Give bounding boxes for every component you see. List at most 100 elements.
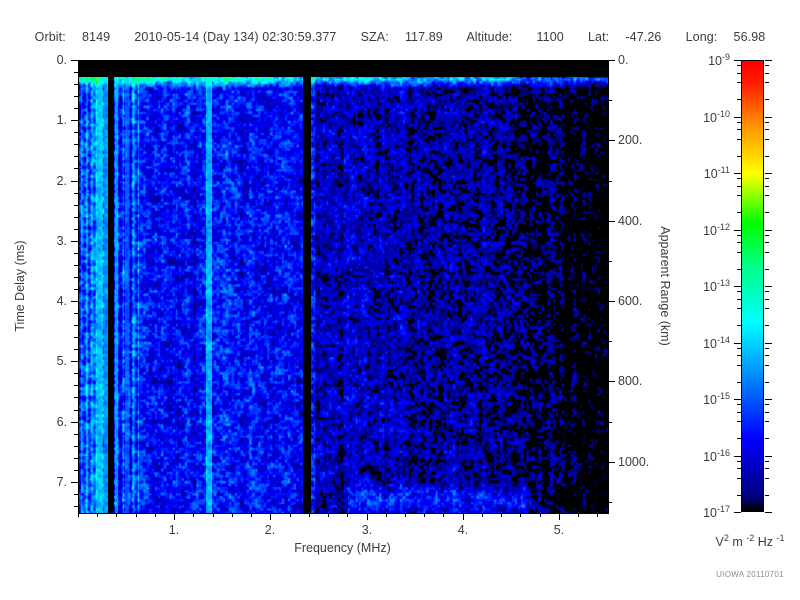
y2-axis-tick-label: 600. (618, 294, 643, 308)
colorbar-major-tick-right (765, 286, 772, 287)
colorbar-major-tick (734, 60, 741, 61)
y-axis-tick-label: 3. (56, 234, 67, 248)
colorbar-minor-tick-right (765, 82, 769, 83)
colorbar-minor-tick-right (765, 178, 769, 179)
y-axis-tick-label: 7. (56, 475, 67, 489)
colorbar-minor-tick-right (765, 461, 769, 462)
colorbar-minor-tick-right (765, 269, 769, 270)
colorbar-major-tick-right (765, 60, 772, 61)
colorbar-minor-tick-right (765, 186, 769, 187)
colorbar-minor-tick-right (765, 242, 769, 243)
x-axis-major-tick (270, 513, 271, 520)
longitude-label: Long: (685, 30, 718, 44)
x-axis-tick-label: 2. (264, 523, 276, 537)
colorbar-tick-label: 10-12 (703, 221, 730, 239)
y2-axis-tick-label: 400. (618, 214, 643, 228)
colorbar-minor-tick-right (765, 156, 769, 157)
colorbar-major-tick (734, 117, 741, 118)
latitude-label: Lat: (587, 30, 610, 44)
colorbar-major-tick-right (765, 399, 772, 400)
colorbar-minor-tick-right (765, 421, 769, 422)
x-axis-tick-label: 1. (168, 523, 180, 537)
ionogram-spectrogram-plot (78, 60, 609, 514)
colorbar-major-tick-right (765, 117, 772, 118)
colorbar-minor-tick-right (765, 438, 769, 439)
y-axis-major-tick (71, 422, 78, 423)
y2-axis-tick-label: 0. (618, 53, 629, 67)
colorbar-major-tick-right (765, 173, 772, 174)
y-axis-major-tick (71, 181, 78, 182)
latitude-value: -47.26 (625, 30, 662, 44)
colorbar-tick-label: 10-17 (703, 503, 730, 521)
y2-axis-title: Apparent Range (km) (658, 226, 672, 346)
sza-label: SZA: (360, 30, 389, 44)
colorbar-tick-label: 10-16 (703, 447, 730, 465)
colorbar-major-tick-right (765, 230, 772, 231)
colorbar-minor-tick-right (765, 291, 769, 292)
colorbar-major-tick (734, 230, 741, 231)
y2-axis-major-tick (608, 140, 615, 141)
colorbar (741, 60, 764, 512)
sza-value: 117.89 (404, 30, 443, 44)
x-axis-major-tick (367, 513, 368, 520)
colorbar-minor-tick-right (765, 122, 769, 123)
colorbar-minor-tick-right (765, 65, 769, 66)
colorbar-minor-tick-right (765, 404, 769, 405)
y-axis-major-tick (71, 482, 78, 483)
colorbar-major-tick (734, 286, 741, 287)
y2-axis-tick-label: 800. (618, 374, 643, 388)
colorbar-major-tick (734, 173, 741, 174)
colorbar-tick-label: 10-10 (703, 108, 730, 126)
y-axis-major-tick (71, 60, 78, 61)
colorbar-minor-tick-right (765, 235, 769, 236)
colorbar-minor-tick-right (765, 195, 769, 196)
x-axis-tick-label: 5. (553, 523, 565, 537)
colorbar-gradient (741, 60, 764, 512)
altitude-label: Altitude: (466, 30, 513, 44)
colorbar-minor-tick-right (765, 468, 769, 469)
altitude-value: 1100 (536, 30, 564, 44)
colorbar-major-tick (734, 399, 741, 400)
colorbar-minor-tick-right (765, 129, 769, 130)
colorbar-tick-label: 10-11 (703, 164, 730, 182)
orbit-value: 8149 (82, 30, 111, 44)
y2-axis-major-tick (608, 381, 615, 382)
y2-axis-major-tick (608, 60, 615, 61)
colorbar-minor-tick-right (765, 382, 769, 383)
colorbar-minor-tick-right (765, 478, 769, 479)
y-axis-tick-label: 5. (56, 354, 67, 368)
colorbar-minor-tick-right (765, 299, 769, 300)
datetime-value: 2010-05-14 (Day 134) 02:30:59.377 (134, 30, 337, 44)
y-axis-tick-label: 4. (56, 294, 67, 308)
colorbar-minor-tick-right (765, 325, 769, 326)
x-axis-tick-label: 3. (361, 523, 373, 537)
colorbar-minor-tick-right (765, 355, 769, 356)
y2-axis-tick-label: 1000. (618, 455, 650, 469)
colorbar-major-tick-right (765, 512, 772, 513)
y-axis-tick-label: 1. (56, 113, 67, 127)
y2-axis-major-tick (608, 462, 615, 463)
colorbar-major-tick (734, 456, 741, 457)
colorbar-minor-tick-right (765, 139, 769, 140)
colorbar-major-tick-right (765, 343, 772, 344)
longitude-value: 56.98 (733, 30, 766, 44)
y2-axis-tick-label: 200. (618, 133, 643, 147)
header-info-line: Orbit: 8149 2010-05-14 (Day 134) 02:30:5… (0, 30, 800, 44)
orbit-label: Orbit: (34, 30, 66, 44)
colorbar-minor-tick-right (765, 308, 769, 309)
colorbar-tick-label: 10-13 (703, 277, 730, 295)
colorbar-unit-label: V2 m -2 Hz -1 (715, 533, 785, 550)
colorbar-minor-tick-right (765, 252, 769, 253)
y-axis-major-tick (71, 120, 78, 121)
y2-axis-major-tick (608, 221, 615, 222)
colorbar-tick-label: 10-15 (703, 390, 730, 408)
y-axis-tick-label: 0. (56, 53, 67, 67)
colorbar-tick-label: 10-9 (708, 51, 730, 69)
credit-text: UIOWA 20110701 (716, 570, 784, 579)
colorbar-minor-tick-right (765, 412, 769, 413)
y-axis-tick-label: 6. (56, 415, 67, 429)
colorbar-tick-label: 10-14 (703, 334, 730, 352)
colorbar-minor-tick-right (765, 348, 769, 349)
x-axis-major-tick (463, 513, 464, 520)
y-axis-major-tick (71, 301, 78, 302)
